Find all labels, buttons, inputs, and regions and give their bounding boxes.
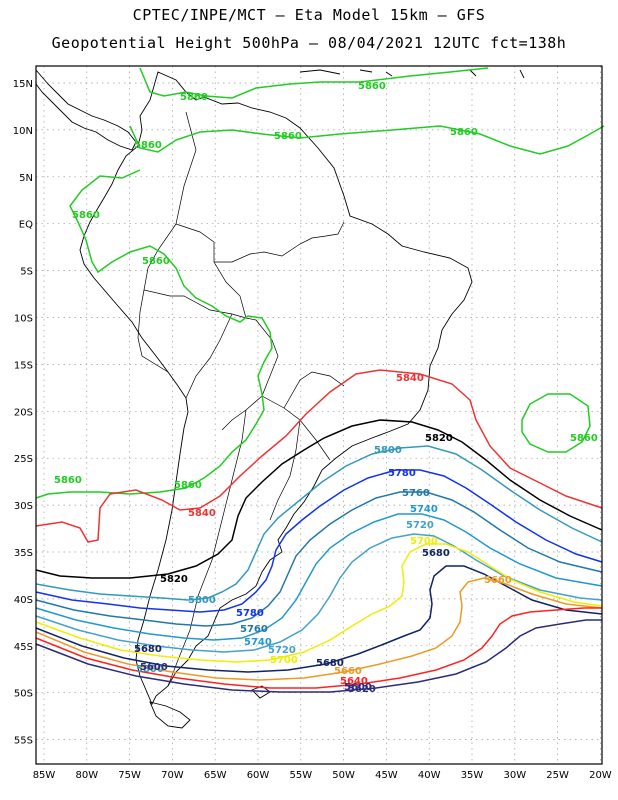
contour-label: 5800 (374, 445, 402, 456)
lat-tick-label: 5N (19, 173, 33, 184)
contour-label: 5780 (388, 468, 416, 479)
contour-5700 (35, 543, 603, 663)
caribbean-islands (299, 69, 525, 79)
country-borders (137, 111, 345, 687)
contour-5680 (35, 565, 603, 673)
lon-tick-label: 25W (546, 770, 569, 781)
lon-tick-label: 85W (33, 770, 56, 781)
lat-tick-label: 30S (14, 501, 33, 512)
contour-label: 5700 (410, 536, 438, 547)
lat-tick-label: 45S (14, 642, 33, 653)
lon-tick-label: 80W (75, 770, 98, 781)
contour-5760 (35, 491, 603, 627)
contour-labels: 5860 5860 5860 5860 5860 5860 5860 5860 … (54, 81, 598, 695)
lat-tick-label: 15S (14, 360, 33, 371)
contour-5620 (35, 619, 602, 693)
contour-label: 5660 (484, 575, 512, 586)
tierra-del-fuego (149, 701, 191, 729)
contour-5660 (35, 577, 603, 681)
contour-label: 5860 (274, 131, 302, 142)
contour-label: 5800 (188, 595, 216, 606)
contour-label: 5840 (188, 508, 216, 519)
lat-tick-label: 10N (13, 126, 33, 137)
contour-label: 5640 (340, 676, 368, 687)
contour-label: 5860 (54, 475, 82, 486)
contour-5860-equatorial (129, 125, 605, 155)
contour-5820 (35, 419, 603, 579)
chart-title-line-1: CPTEC/INPE/MCT – Eta Model 15km – GFS (132, 6, 486, 24)
graticule (36, 66, 602, 764)
lat-tick-label: 10S (14, 314, 33, 325)
contour-label: 5760 (240, 624, 268, 635)
contour-label: 5820 (160, 574, 188, 585)
lon-tick-label: 50W (332, 770, 355, 781)
lat-tick-label: 40S (14, 595, 33, 606)
contour-5640 (35, 607, 602, 689)
contour-label: 5800 (136, 664, 164, 675)
contour-label: 5680 (422, 548, 450, 559)
contour-5860-amazon (35, 169, 273, 499)
contour-label: 5620 (348, 684, 376, 695)
lon-tick-label: 30W (503, 770, 526, 781)
lon-tick-label: 40W (418, 770, 441, 781)
geopotential-contours (35, 67, 605, 693)
contour-5780 (35, 469, 603, 613)
lon-tick-label: 70W (161, 770, 184, 781)
lon-tick-label: 20W (589, 770, 612, 781)
south-america-coast (79, 71, 473, 706)
contour-label: 5720 (268, 645, 296, 656)
contour-label: 5740 (244, 637, 272, 648)
lat-tick-label: 5S (20, 267, 33, 278)
contour-5860-atlantic-high (521, 393, 591, 453)
lon-tick-label: 35W (461, 770, 484, 781)
central-america-coast (35, 69, 137, 151)
contour-label: 5720 (406, 520, 434, 531)
contour-label: 5860 (570, 433, 598, 444)
coastlines (35, 69, 525, 729)
contour-label: 5600 (140, 662, 168, 673)
latitude-tick-labels: 15N 10N 5N EQ 5S 10S 15S 20S 25S 30S 35S 40S 45S 50S 5… (13, 79, 33, 747)
contour-label: 5660 (334, 666, 362, 677)
contour-5860-north (139, 67, 489, 99)
lon-tick-label: 45W (375, 770, 398, 781)
contour-label: 5860 (142, 256, 170, 267)
lat-tick-label: EQ (19, 220, 33, 231)
lat-tick-label: 35S (14, 548, 33, 559)
contour-label: 5680 (316, 658, 344, 669)
lon-tick-label: 65W (204, 770, 227, 781)
lat-tick-label: 50S (14, 689, 33, 700)
lon-tick-label: 55W (289, 770, 312, 781)
lon-tick-label: 60W (247, 770, 270, 781)
contour-label: 5700 (270, 655, 298, 666)
contour-label: 5780 (236, 608, 264, 619)
contour-label: 5860 (450, 127, 478, 138)
plot-frame (35, 65, 603, 765)
contour-label: 5860 (72, 210, 100, 221)
contour-5720 (35, 533, 603, 653)
contour-label: 5840 (396, 373, 424, 384)
lat-tick-label: 25S (14, 454, 33, 465)
contour-label: 5820 (425, 433, 453, 444)
longitude-tick-labels: 85W 80W 75W 70W 65W 60W 55W 50W 45W 40W 35W 30W 25W 2… (33, 770, 612, 781)
lat-tick-label: 15N (13, 79, 33, 90)
contour-5840 (35, 369, 603, 543)
contour-label: 5860 (134, 140, 162, 151)
contour-label: 5680 (134, 644, 162, 655)
contour-label: 5760 (402, 488, 430, 499)
contour-5740 (35, 513, 603, 641)
contour-label: 5860 (180, 92, 208, 103)
contour-5800 (35, 445, 603, 601)
contour-label: 5860 (358, 81, 386, 92)
contour-label: 5740 (410, 504, 438, 515)
lat-tick-label: 55S (14, 736, 33, 747)
contour-label: 5600 (344, 682, 372, 693)
chart-title-line-2: Geopotential Height 500hPa – 08/04/2021 … (51, 34, 567, 52)
contour-label: 5860 (174, 480, 202, 491)
lat-tick-label: 20S (14, 407, 33, 418)
lon-tick-label: 75W (118, 770, 141, 781)
